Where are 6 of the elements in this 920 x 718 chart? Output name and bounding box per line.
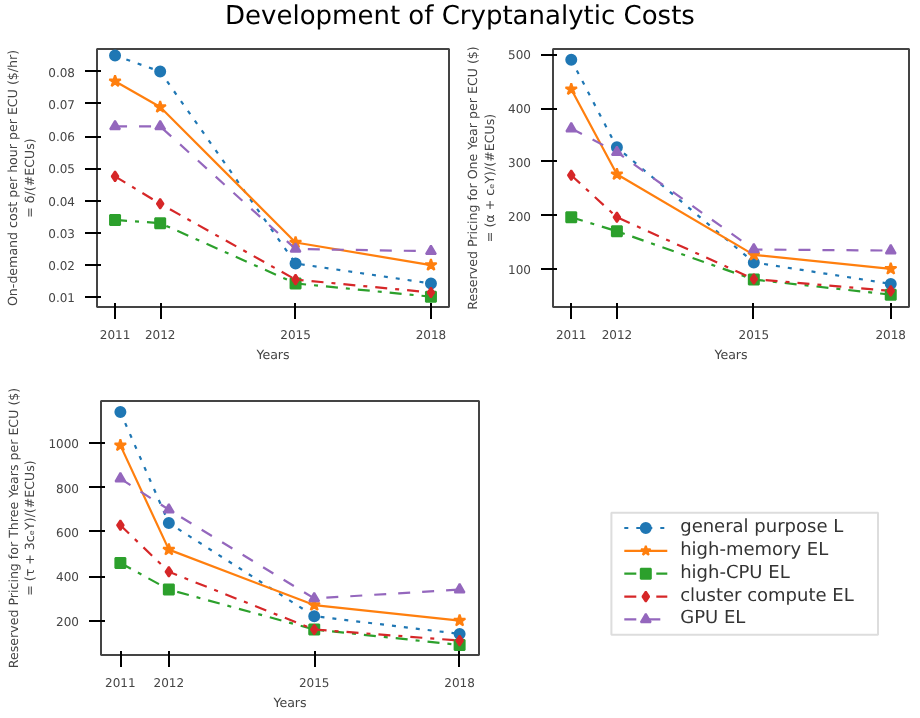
legend-label: cluster compute EL xyxy=(680,586,854,607)
legend-label: GPU EL xyxy=(680,609,746,630)
legend-label: general purpose L xyxy=(680,518,844,538)
legend-label: high-memory EL xyxy=(680,540,829,561)
legend-label: high-CPU EL xyxy=(680,563,790,584)
chart-title: Development of Cryptanalytic Costs xyxy=(225,0,695,36)
